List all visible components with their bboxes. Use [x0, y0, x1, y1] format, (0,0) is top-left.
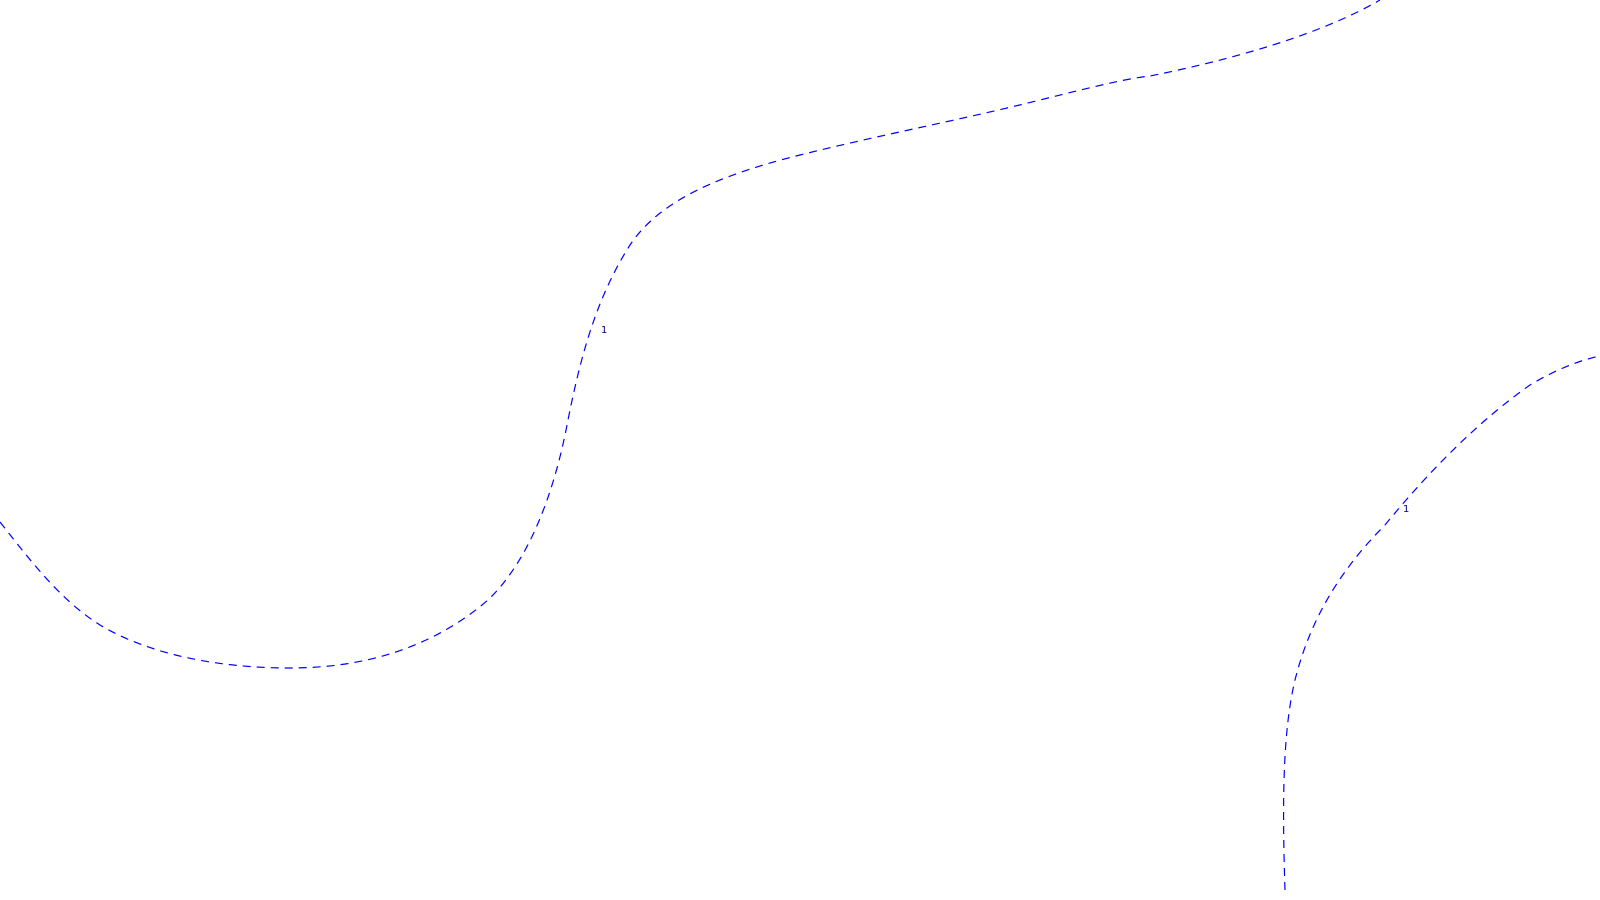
- contour-line: [1282, 355, 1600, 891]
- contour-line: [0, 0, 1381, 669]
- contour-label: 1: [601, 325, 607, 336]
- contour-label: 1: [1403, 504, 1409, 515]
